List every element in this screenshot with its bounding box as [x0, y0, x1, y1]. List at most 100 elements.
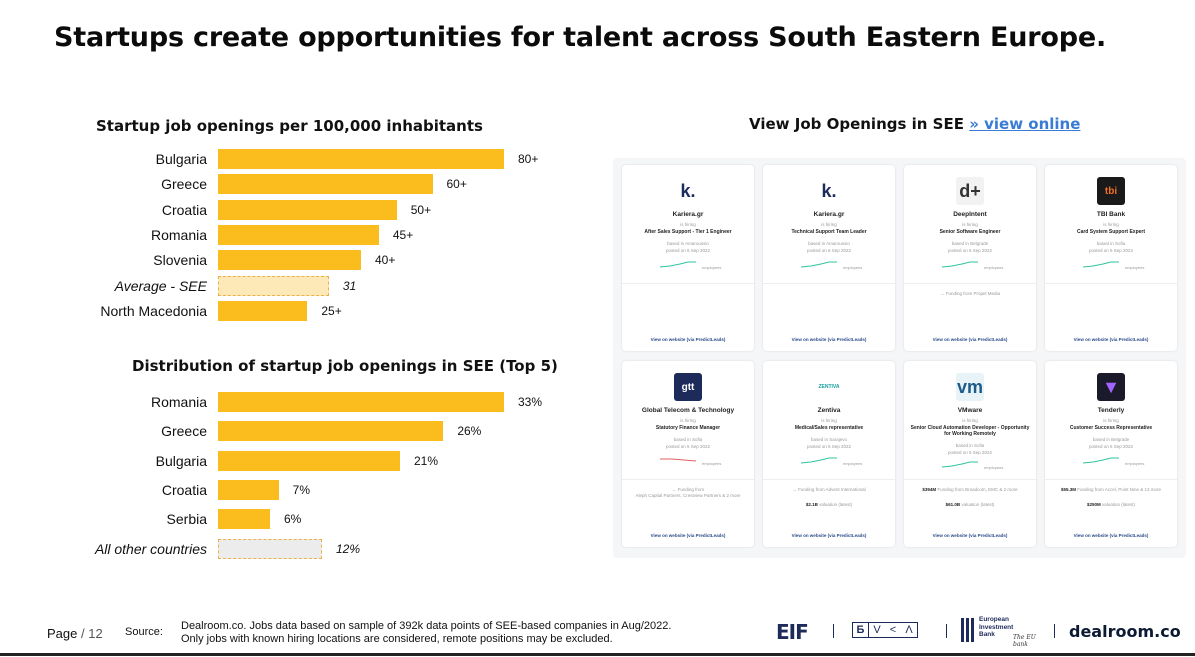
source-text: Dealroom.co. Jobs data based on sample o… [181, 620, 671, 646]
bar [218, 275, 329, 296]
job-card[interactable]: ▼ Tenderly is hiring Customer Success Repre… [1045, 361, 1177, 547]
company-name: Tenderly [1097, 407, 1125, 414]
posted-date: posted on 6 Sep 2022 [665, 248, 711, 253]
employee-trend-sparkline [801, 261, 837, 268]
job-location: based in Belgrade [1092, 437, 1130, 442]
valuation-info: $61.0B valuation (latest) [945, 502, 995, 507]
funding-info: $394M Funding from Broadcom, EMC & 2 mor… [922, 487, 1018, 492]
category-label: Slovenia [153, 252, 207, 269]
job-card[interactable]: d+ DeepIntent is hiring Senior Software Eng… [904, 165, 1036, 351]
view-on-website-link[interactable]: View on website (via PredictLeads) [932, 533, 1008, 538]
employee-trend-sparkline [660, 261, 696, 268]
value-label: 40+ [375, 253, 396, 268]
value-label: 6% [284, 512, 302, 527]
view-on-website-link[interactable]: View on website (via PredictLeads) [1073, 533, 1149, 538]
employees-label: employees [984, 465, 1004, 470]
company-logo: vm [956, 373, 984, 401]
chart-title-job-openings-per-capita: Startup job openings per 100,000 inhabit… [96, 117, 483, 135]
hiring-label: is hiring [1103, 418, 1119, 423]
logo-separator [1054, 624, 1055, 638]
category-label: Serbia [166, 511, 207, 528]
value-label: 26% [457, 424, 482, 439]
view-online-link[interactable]: » view online [969, 115, 1081, 133]
view-on-website-link[interactable]: View on website (via PredictLeads) [650, 533, 726, 538]
valuation-info: $2.1B valuation (latest) [805, 502, 853, 507]
category-label: Croatia [161, 481, 207, 498]
hiring-label: is hiring [962, 222, 978, 227]
company-logo: tbi [1097, 177, 1125, 205]
employee-trend-sparkline [1083, 261, 1119, 268]
company-logo: d+ [956, 177, 984, 205]
bar-row: Croatia 7% [0, 479, 600, 500]
job-location: based in Belgrade [951, 241, 989, 246]
view-on-website-link[interactable]: View on website (via PredictLeads) [1073, 337, 1149, 342]
page-total: / 12 [81, 626, 103, 641]
value-label: 25+ [321, 303, 342, 318]
job-openings-heading: View Job Openings in SEE » view online [749, 115, 1080, 133]
job-card[interactable]: tbi TBI Bank is hiring Card System Support … [1045, 165, 1177, 351]
company-logo: k. [674, 177, 702, 205]
view-on-website-link[interactable]: View on website (via PredictLeads) [791, 533, 867, 538]
eib-logo: European Investment Bank The EU bank [961, 616, 1041, 648]
posted-date: posted on 6 Sep 2022 [806, 248, 852, 253]
job-location: based in Sofia [955, 443, 985, 448]
posted-date: posted on 5 Sep 2022 [806, 444, 852, 449]
card-divider [1045, 479, 1177, 480]
bar-row: Bulgaria 80+ [0, 149, 600, 169]
job-card[interactable]: gtt Global Telecom & Technology is hiring S… [622, 361, 754, 547]
bva-logo: Б V < Λ [852, 622, 918, 638]
employees-label: employees [702, 461, 722, 466]
view-on-website-link[interactable]: View on website (via PredictLeads) [650, 337, 726, 342]
eib-text: European Investment Bank [979, 616, 1014, 638]
job-card[interactable]: ZENTIVA Zentiva is hiring Medical/Sales rep… [763, 361, 895, 547]
job-card[interactable]: k. Kariera.gr is hiring After Sales Support… [622, 165, 754, 351]
eib-bars-icon [961, 618, 975, 642]
employees-label: employees [1125, 265, 1145, 270]
logo-separator [946, 624, 947, 638]
funding-info: → Funding from Advent International [792, 487, 866, 492]
hiring-label: is hiring [821, 418, 837, 423]
job-card[interactable]: k. Kariera.gr is hiring Technical Support T… [763, 165, 895, 351]
value-label: 60+ [446, 177, 467, 192]
bar-row: Romania 33% [0, 392, 600, 412]
bar-row: Romania 45+ [0, 224, 600, 245]
view-on-website-link[interactable]: View on website (via PredictLeads) [932, 337, 1008, 342]
posted-date: posted on 5 Sep 2022 [665, 444, 711, 449]
job-location: based in Amaroussio [808, 241, 850, 246]
bar-row: Greece 26% [0, 421, 600, 442]
funding-info: $55.3M Funding from Accel, Point Nine & … [1060, 487, 1162, 492]
job-openings-title: View Job Openings in SEE [749, 115, 970, 133]
posted-date: posted on 6 Sep 2022 [947, 248, 993, 253]
job-card[interactable]: vm VMware is hiring Senior Cloud Automation… [904, 361, 1036, 547]
job-role: Customer Success Representative [1069, 425, 1153, 431]
eib-tagline: The EU bank [1013, 634, 1036, 648]
job-location: based in Amaroussio [667, 241, 709, 246]
company-name: Zentiva [817, 407, 841, 414]
job-role: After Sales Support - Tier 1 Engineer [644, 229, 732, 235]
company-logo: ZENTIVA [815, 373, 843, 401]
category-label: Romania [150, 226, 207, 243]
chart-title-distribution: Distribution of startup job openings in … [132, 357, 558, 375]
card-divider [622, 479, 754, 480]
card-divider [904, 283, 1036, 284]
bar [218, 509, 270, 530]
hiring-label: is hiring [821, 222, 837, 227]
bar-row: Greece 60+ [0, 174, 600, 195]
employees-label: employees [702, 265, 722, 270]
source-label: Source: [125, 626, 163, 638]
category-label: Croatia [161, 201, 207, 218]
value-label: 45+ [392, 227, 414, 242]
company-name: Global Telecom & Technology [641, 407, 735, 414]
category-label: Greece [161, 176, 207, 193]
value-label: 12% [336, 541, 361, 556]
card-divider [763, 479, 895, 480]
employee-trend-sparkline [801, 457, 837, 464]
page-title: Startups create opportunities for talent… [54, 22, 1107, 53]
view-on-website-link[interactable]: View on website (via PredictLeads) [791, 337, 867, 342]
bar [218, 450, 400, 471]
hiring-label: is hiring [680, 418, 696, 423]
value-label: 80+ [518, 152, 539, 166]
bva-letter: < [889, 624, 897, 636]
bar-row: All other countries 12% [0, 538, 600, 559]
employees-label: employees [843, 461, 863, 466]
